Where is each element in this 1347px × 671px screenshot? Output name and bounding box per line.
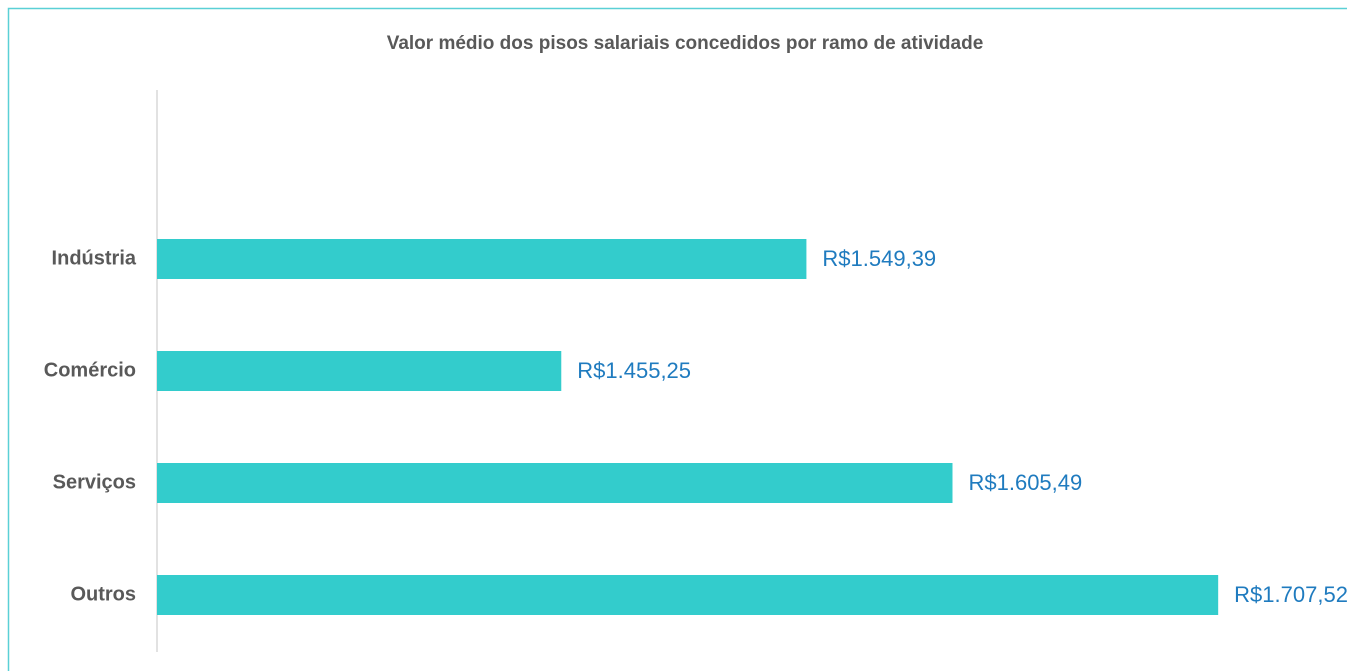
chart-frame	[7, 7, 1347, 671]
bar	[157, 575, 1219, 615]
y-tick-label: Comércio	[44, 359, 136, 381]
bar	[157, 463, 953, 503]
bar	[157, 351, 562, 391]
y-tick-label: Indústria	[52, 247, 137, 269]
bar	[157, 239, 807, 279]
data-label: R$1.549,39	[822, 246, 936, 271]
y-tick-label: Outros	[70, 583, 136, 605]
y-tick-label: Serviços	[53, 471, 136, 493]
data-label: R$1.605,49	[968, 470, 1082, 495]
data-label: R$1.707,52	[1234, 582, 1347, 607]
data-label: R$1.455,25	[577, 358, 691, 383]
chart-title: Valor médio dos pisos salariais concedid…	[387, 33, 984, 54]
